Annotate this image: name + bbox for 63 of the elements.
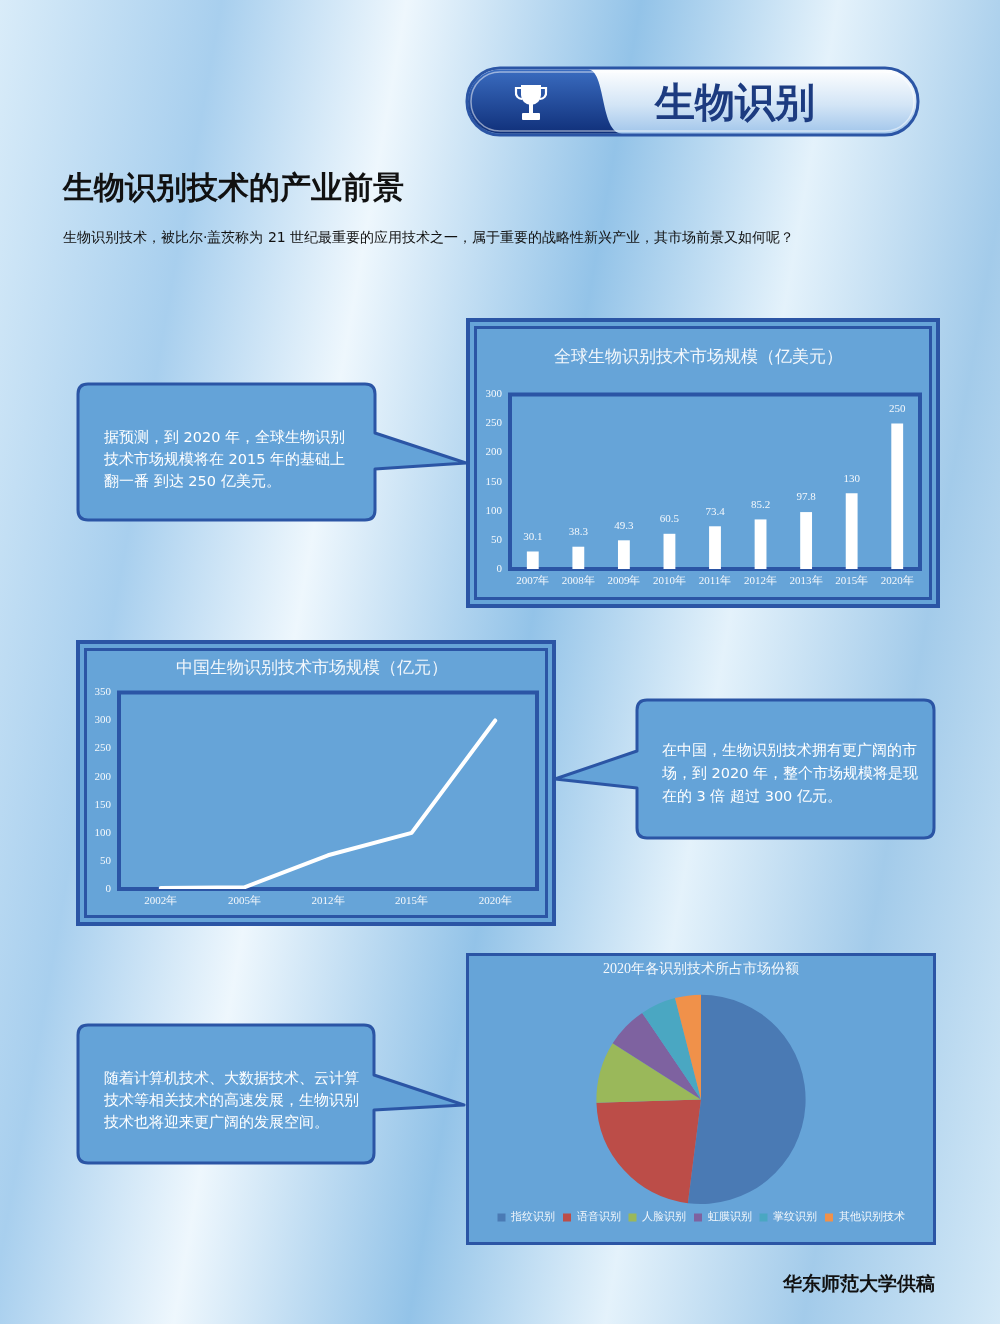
bar [800,512,813,569]
y-tick-label: 150 [94,797,112,810]
y-tick-label: 0 [105,881,112,894]
bar [663,533,676,569]
text: 华东师范大学供稿 [783,1271,935,1295]
y-tick-label: 250 [94,741,112,754]
x-tick-label: 2005年 [227,894,261,907]
x-tick-label: 2020年 [478,894,512,907]
y-tick-label: 300 [94,713,112,726]
y-tick-label: 100 [94,825,112,838]
data-label: 73.4 [705,504,726,517]
bar [754,519,767,569]
legend-label: 语音识别 [576,1210,621,1223]
x-tick-label: 2012年 [311,894,345,907]
y-tick-label: 250 [485,416,503,429]
data-label: 38.3 [568,525,589,538]
bar [617,540,630,569]
x-tick-label: 2020年 [880,574,914,587]
y-tick-label: 200 [485,445,503,458]
data-label: 130 [843,471,861,484]
data-label: 250 [888,401,906,414]
data-label: 97.8 [796,490,817,503]
y-tick-label: 50 [100,853,112,866]
x-tick-label: 2002年 [144,894,178,907]
bar [891,423,904,569]
y-tick-label: 150 [485,474,503,487]
x-tick-label: 2015年 [835,574,869,587]
chart-title: 中国生物识别技术市场规模（亿元） [176,657,448,677]
bar [572,546,585,569]
text: 随着计算机技术、大数据技术、云计算技术等相关技术的高速发展，生物识别技术也将迎来更广阔的发展空间。 [104,1069,360,1132]
legend-label: 掌纹识别 [773,1210,817,1223]
x-tick-label: 2012年 [744,574,778,587]
y-tick-label: 350 [94,685,112,698]
text: 生物识别技术的产业前景 [63,168,404,207]
data-label: 49.3 [614,518,635,531]
y-tick-label: 100 [485,503,503,516]
chart-title: 全球生物识别技术市场规模（亿美元） [554,346,843,366]
bar [845,493,858,569]
text: 在中国，生物识别技术拥有更广阔的市场，到 2020 年，整个市场规模将是现在的 3 倍 超过 300 亿元。 [662,741,920,806]
y-tick-label: 300 [485,387,503,400]
x-tick-label: 2009年 [607,574,641,587]
x-tick-label: 2010年 [652,574,686,587]
legend-label: 其他识别技术 [838,1210,905,1223]
text: 生物识别技术，被比尔·盖茨称为 21 世纪最重要的应用技术之一，属于重要的战略性新兴产业，其市场前景又如何呢？ [63,228,795,246]
x-tick-label: 2008年 [561,574,595,587]
bar [526,551,539,569]
x-tick-label: 2011年 [698,574,732,587]
legend-label: 虹膜识别 [707,1210,752,1223]
bar [709,526,721,569]
text: 生物识别 [655,79,815,125]
y-tick-label: 0 [496,561,503,574]
x-tick-label: 2013年 [789,574,823,587]
legend-label: 人脸识别 [642,1210,686,1223]
data-label: 30.1 [523,529,543,542]
text: 据预测，到 2020 年，全球生物识别技术市场规模将在 2015 年的基础上翻一番 到达 250 亿美元。 [104,428,347,491]
y-tick-label: 200 [94,769,112,782]
data-label: 85.2 [750,497,771,510]
x-tick-label: 2015年 [395,894,429,907]
chart-title: 2020年各识别技术所占市场份额 [603,961,799,977]
legend-label: 指纹识别 [510,1210,555,1223]
x-tick-label: 2007年 [516,574,550,587]
data-label: 60.5 [659,512,680,525]
y-tick-label: 50 [491,532,503,545]
